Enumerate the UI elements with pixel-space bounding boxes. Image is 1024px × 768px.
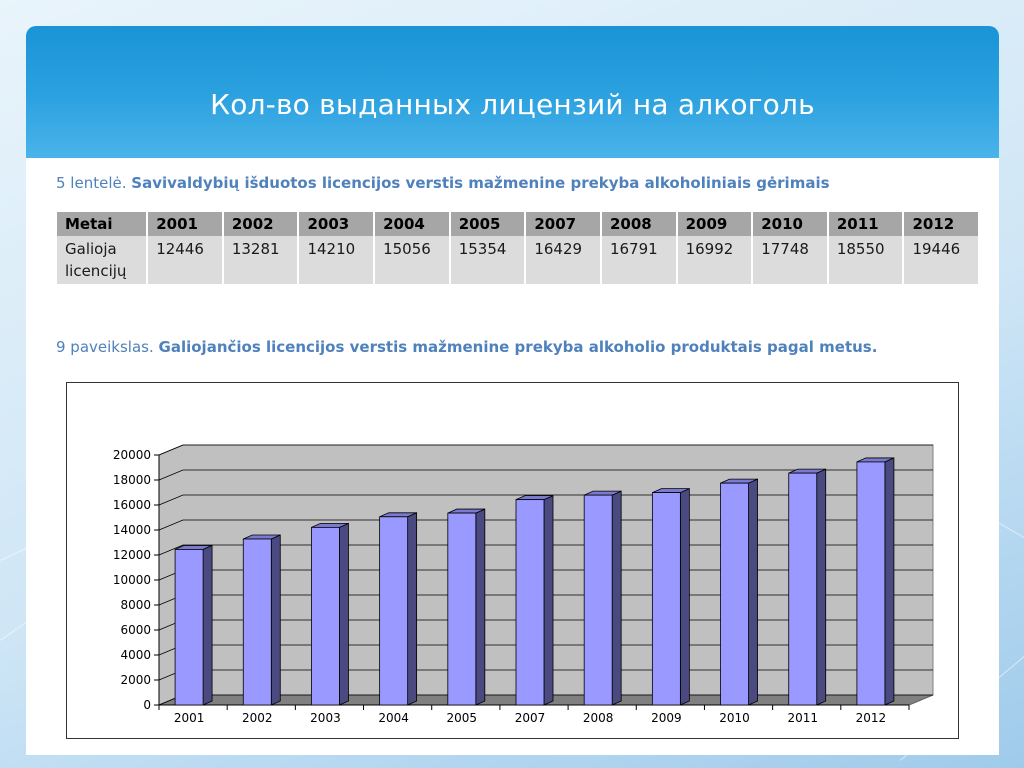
row-label-line1: Galioja xyxy=(65,240,117,258)
x-tick-label: 2011 xyxy=(787,711,818,725)
table-cell: 15354 xyxy=(449,236,527,284)
x-tick-label: 2005 xyxy=(447,711,478,725)
bar-side xyxy=(543,495,554,706)
y-tick-label: 14000 xyxy=(113,523,151,537)
table-cell: 16992 xyxy=(676,236,754,284)
bar-side xyxy=(475,508,486,706)
x-tick-label: 2007 xyxy=(515,711,546,725)
table-header-label: Metai xyxy=(57,212,149,236)
bar xyxy=(379,516,409,706)
table-header-year: 2010 xyxy=(752,212,829,236)
bar xyxy=(788,472,818,706)
table-header-row: Metai 2001 2002 2003 2004 2005 2007 2008… xyxy=(57,212,978,236)
y-tick-label: 4000 xyxy=(120,648,151,662)
bar xyxy=(651,492,681,706)
table-header-year: 2003 xyxy=(298,212,376,236)
table-cell: 16791 xyxy=(600,236,678,284)
chart-frame: 0 2000 4000 6000 8000 10000 12000 14000 16000 180… xyxy=(66,382,959,739)
table-header-year: 2012 xyxy=(903,212,978,236)
bar-side xyxy=(816,468,827,706)
bar xyxy=(174,549,204,706)
x-tick-label: 2012 xyxy=(856,711,887,725)
slide: Кол-во выданных лицензий на алкоголь 5 l… xyxy=(26,26,999,755)
table-cell: 17748 xyxy=(752,236,829,284)
table-cell: 16429 xyxy=(525,236,602,284)
table-cell: 12446 xyxy=(147,236,224,284)
table-cell: 13281 xyxy=(222,236,300,284)
y-tick-label: 20000 xyxy=(113,448,151,462)
table-cell: 14210 xyxy=(298,236,376,284)
x-tick-label: 2001 xyxy=(174,711,205,725)
bar-chart: 0 2000 4000 6000 8000 10000 12000 14000 16000 180… xyxy=(113,444,934,725)
y-tick-label: 18000 xyxy=(113,473,151,487)
bar xyxy=(583,494,613,706)
y-tick-label: 2000 xyxy=(120,673,151,687)
bar-side xyxy=(407,512,418,706)
x-tick-label: 2003 xyxy=(310,711,341,725)
table-header-year: 2009 xyxy=(676,212,754,236)
y-tick-label: 0 xyxy=(143,698,151,712)
figure-caption-prefix: 9 paveikslas. xyxy=(56,338,154,356)
bar-side xyxy=(748,478,758,706)
table-row-label: Galioja licencijų xyxy=(57,236,149,284)
x-tick-label: 2004 xyxy=(378,711,409,725)
bar xyxy=(242,538,272,706)
table-caption-prefix: 5 lentelė. xyxy=(56,174,127,192)
table-cell: 18550 xyxy=(827,236,905,284)
table-caption: 5 lentelė. Savivaldybių išduotos licenci… xyxy=(56,174,830,192)
x-tick-label: 2008 xyxy=(583,711,614,725)
table-header-year: 2008 xyxy=(600,212,678,236)
bar xyxy=(311,526,340,706)
figure-caption-text: Galiojančios licencijos verstis mažmenin… xyxy=(158,338,878,356)
x-tick-label: 2010 xyxy=(719,711,750,725)
table-caption-text: Savivaldybių išduotos licencijos verstis… xyxy=(131,174,830,192)
slide-header: Кол-во выданных лицензий на алкоголь xyxy=(26,26,999,158)
x-tick-label: 2002 xyxy=(242,711,273,725)
bar xyxy=(447,512,477,706)
y-tick-label: 10000 xyxy=(113,573,151,587)
y-tick-label: 8000 xyxy=(120,598,151,612)
bar xyxy=(856,461,886,706)
y-tick-label: 16000 xyxy=(113,498,151,512)
gridline xyxy=(158,469,933,481)
license-table: Metai 2001 2002 2003 2004 2005 2007 2008… xyxy=(57,212,978,284)
bar-side xyxy=(270,534,281,706)
x-tick-label: 2009 xyxy=(651,711,682,725)
bar-side xyxy=(679,487,690,706)
figure-caption: 9 paveikslas. Galiojančios licencijos ve… xyxy=(56,338,877,356)
table-header-year: 2004 xyxy=(374,212,451,236)
y-tick-label: 6000 xyxy=(120,623,151,637)
table-cell: 15056 xyxy=(374,236,451,284)
table-header-year: 2001 xyxy=(147,212,224,236)
bar-side xyxy=(611,490,622,706)
table-header-year: 2002 xyxy=(222,212,300,236)
table-header-year: 2007 xyxy=(525,212,602,236)
bar-side xyxy=(202,544,213,706)
table-header-year: 2005 xyxy=(449,212,527,236)
y-tick-label: 12000 xyxy=(113,548,151,562)
row-label-line2: licencijų xyxy=(65,262,127,280)
bar-side xyxy=(339,522,349,706)
bar xyxy=(720,482,749,706)
table-row: Galioja licencijų 12446 13281 14210 1505… xyxy=(57,236,978,284)
gridline xyxy=(158,444,933,456)
table-header-year: 2011 xyxy=(827,212,905,236)
bar xyxy=(515,499,545,706)
bar-side xyxy=(884,457,895,706)
table-cell: 19446 xyxy=(903,236,978,284)
slide-title: Кол-во выданных лицензий на алкоголь xyxy=(210,88,815,121)
